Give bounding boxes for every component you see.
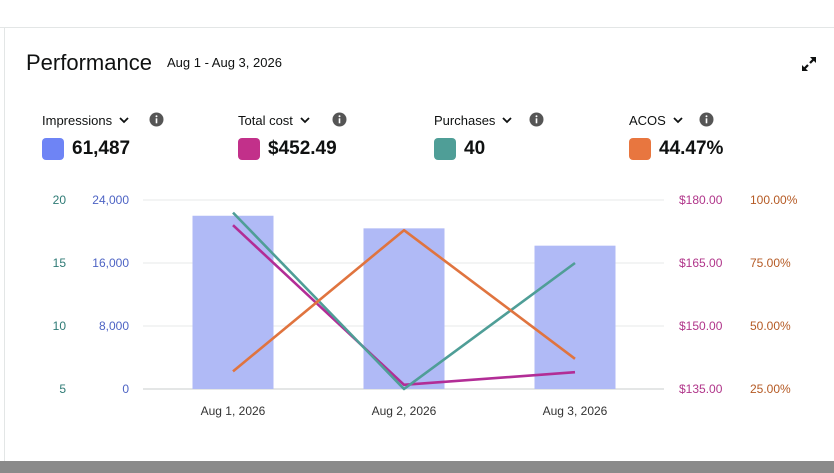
purchases-tick-label: 5 [59,382,66,396]
metric-acos-label[interactable]: ACOS [629,112,666,128]
date-range: Aug 1 - Aug 3, 2026 [167,55,282,70]
metric-impressions-label[interactable]: Impressions [42,112,113,128]
chevron-down-icon[interactable] [672,114,684,126]
cost-tick-label: $135.00 [679,382,723,396]
bar-impressions [534,245,616,389]
info-icon[interactable] [699,112,714,127]
acos-tick-label: 25.00% [750,382,791,396]
purchases-tick-label: 10 [53,319,67,333]
impressions-swatch [42,138,64,160]
info-icon[interactable] [332,112,347,127]
acos-tick-label: 100.00% [750,193,798,207]
purchases-tick-label: 15 [53,256,67,270]
impressions-tick-label: 8,000 [99,319,129,333]
line-purchases [232,211,576,391]
metric-total-cost-label[interactable]: Total cost [238,112,293,128]
cost-tick-label: $180.00 [679,193,723,207]
x-tick-label: Aug 1, 2026 [201,404,266,418]
expand-icon[interactable] [801,56,817,72]
cost-tick-label: $165.00 [679,256,723,270]
metric-acos-value: 44.47% [659,138,724,159]
purchases-swatch [434,138,456,160]
metric-acos: ACOS 44.47% [629,110,723,160]
metric-purchases-label[interactable]: Purchases [434,112,496,128]
performance-chart: 20 15 10 5 24,000 16,000 8,000 0 $180.00 $165.00 $… [53,193,798,418]
chevron-down-icon[interactable] [501,114,513,126]
impressions-tick-label: 16,000 [92,256,129,270]
impressions-tick-label: 0 [122,382,129,396]
total-cost-swatch [238,138,260,160]
cost-tick-label: $150.00 [679,319,723,333]
x-tick-label: Aug 3, 2026 [543,404,608,418]
info-icon[interactable] [149,112,164,127]
purchases-tick-label: 20 [53,193,67,207]
line-total-cost [232,224,576,387]
panel-top-border [0,27,834,28]
metric-total-cost-value: $452.49 [268,138,337,159]
acos-tick-label: 75.00% [750,256,791,270]
impressions-tick-label: 24,000 [92,193,129,207]
bar-impressions [192,215,274,389]
chevron-down-icon[interactable] [118,114,130,126]
line-acos [232,228,576,373]
chevron-down-icon[interactable] [299,114,311,126]
info-icon[interactable] [529,112,544,127]
page-title: Performance [26,50,152,75]
bottom-scrollbar[interactable] [0,461,834,473]
metric-impressions-value: 61,487 [72,138,131,159]
metric-purchases-value: 40 [464,138,486,159]
panel-left-border [4,28,5,462]
acos-swatch [629,138,651,160]
x-tick-label: Aug 2, 2026 [372,404,437,418]
metric-purchases: Purchases 40 [434,110,513,160]
acos-tick-label: 50.00% [750,319,791,333]
metric-total-cost: Total cost $452.49 [238,110,337,160]
metric-impressions: Impressions 61,487 [42,110,130,160]
